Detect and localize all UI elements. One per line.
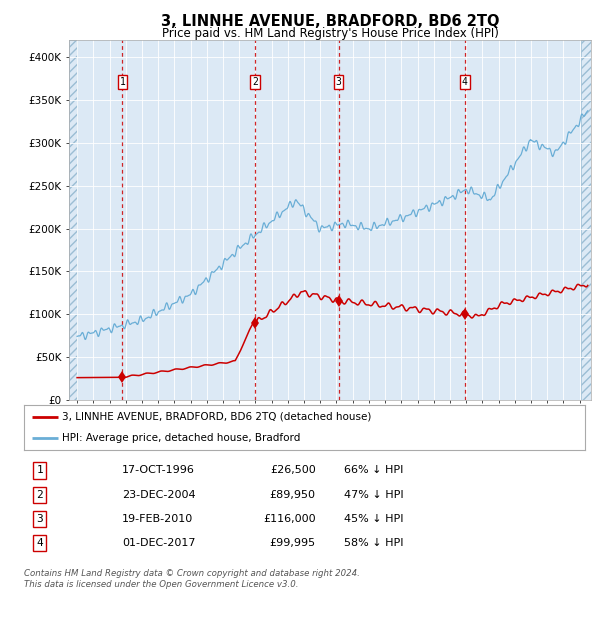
Text: 19-FEB-2010: 19-FEB-2010	[122, 514, 193, 524]
Text: 23-DEC-2004: 23-DEC-2004	[122, 490, 196, 500]
Text: 47% ↓ HPI: 47% ↓ HPI	[344, 490, 403, 500]
Text: Price paid vs. HM Land Registry's House Price Index (HPI): Price paid vs. HM Land Registry's House …	[161, 27, 499, 40]
Text: Contains HM Land Registry data © Crown copyright and database right 2024.
This d: Contains HM Land Registry data © Crown c…	[24, 569, 360, 588]
Text: £116,000: £116,000	[263, 514, 316, 524]
Text: 3: 3	[335, 77, 341, 87]
Text: 01-DEC-2017: 01-DEC-2017	[122, 538, 196, 548]
Text: £99,995: £99,995	[269, 538, 316, 548]
Text: 2: 2	[37, 490, 43, 500]
Text: 45% ↓ HPI: 45% ↓ HPI	[344, 514, 403, 524]
Text: £89,950: £89,950	[270, 490, 316, 500]
Text: 2: 2	[252, 77, 258, 87]
Text: 4: 4	[462, 77, 468, 87]
Text: 66% ↓ HPI: 66% ↓ HPI	[344, 466, 403, 476]
Text: 4: 4	[37, 538, 43, 548]
Text: 3, LINNHE AVENUE, BRADFORD, BD6 2TQ: 3, LINNHE AVENUE, BRADFORD, BD6 2TQ	[161, 14, 499, 29]
Text: £26,500: £26,500	[270, 466, 316, 476]
Text: 3: 3	[37, 514, 43, 524]
Text: 1: 1	[119, 77, 125, 87]
Text: HPI: Average price, detached house, Bradford: HPI: Average price, detached house, Brad…	[62, 433, 301, 443]
Text: 1: 1	[37, 466, 43, 476]
Text: 3, LINNHE AVENUE, BRADFORD, BD6 2TQ (detached house): 3, LINNHE AVENUE, BRADFORD, BD6 2TQ (det…	[62, 412, 371, 422]
Bar	[69, 40, 77, 400]
Text: 58% ↓ HPI: 58% ↓ HPI	[344, 538, 403, 548]
Text: 17-OCT-1996: 17-OCT-1996	[122, 466, 195, 476]
Bar	[581, 40, 591, 400]
